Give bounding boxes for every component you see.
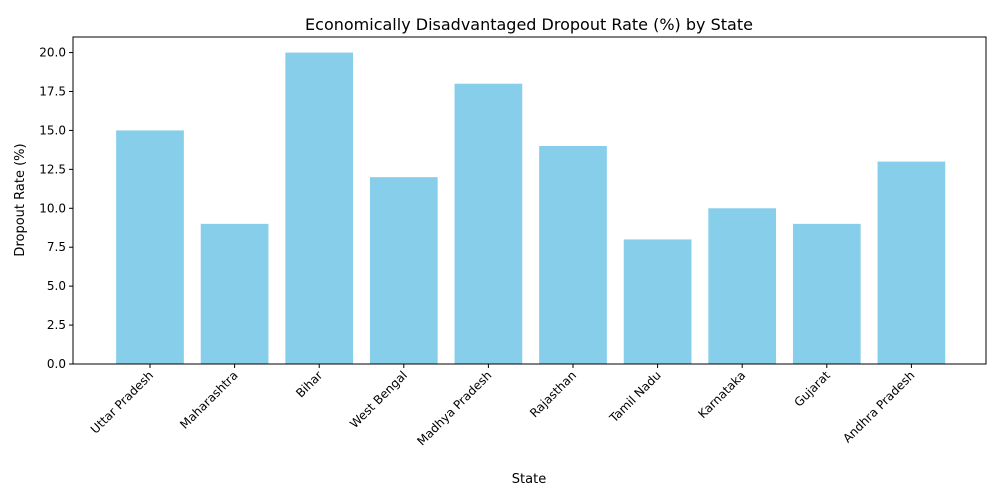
x-tick-label: Gujarat	[791, 368, 833, 410]
bar-gujarat	[792, 223, 861, 364]
y-tick-label: 5.0	[47, 279, 66, 293]
bar-rajasthan	[539, 146, 607, 364]
bar-uttar-pradesh	[116, 130, 184, 364]
x-tick-label: Bihar	[293, 368, 325, 400]
x-tick-label: West Bengal	[347, 368, 410, 431]
y-tick-label: 12.5	[39, 162, 66, 176]
bar-madhya-pradesh	[454, 83, 523, 364]
bar-andhra-pradesh	[877, 161, 946, 364]
y-tick-label: 15.0	[39, 123, 66, 137]
x-tick-label: Madhya Pradesh	[414, 368, 494, 448]
plot-frame	[72, 36, 987, 365]
bar-west-bengal	[369, 177, 438, 364]
x-tick-label: Rajasthan	[527, 368, 579, 420]
bar-karnataka	[708, 208, 777, 364]
x-axis-label: State	[512, 472, 546, 487]
bars-group	[116, 52, 946, 364]
x-tick-label: Uttar Pradesh	[88, 368, 156, 436]
bar-bihar	[285, 52, 354, 364]
x-tick-label: Karnataka	[695, 368, 748, 421]
y-tick-label: 17.5	[39, 85, 66, 99]
y-tick-label: 7.5	[47, 240, 66, 254]
y-axis-label: Dropout Rate (%)	[13, 143, 28, 256]
x-tick-label: Tamil Nadu	[606, 368, 664, 426]
bar-maharashtra	[200, 223, 269, 364]
y-tick-label: 10.0	[39, 201, 66, 215]
x-axis-ticks: Uttar Pradesh Maharashtra Bihar West Bengal…	[88, 364, 918, 448]
y-tick-label: 0.0	[47, 357, 66, 371]
x-tick-label: Maharashtra	[177, 368, 241, 432]
y-axis-ticks: 0.0 2.5 5.0 7.5 10.0 12.5 15.0 17.5 20.0	[39, 46, 73, 371]
y-tick-label: 2.5	[47, 318, 66, 332]
y-tick-label: 20.0	[39, 46, 66, 60]
chart-title: Economically Disadvantaged Dropout Rate …	[305, 15, 753, 34]
bar-tamil-nadu	[623, 239, 692, 364]
x-tick-label: Andhra Pradesh	[840, 368, 917, 445]
